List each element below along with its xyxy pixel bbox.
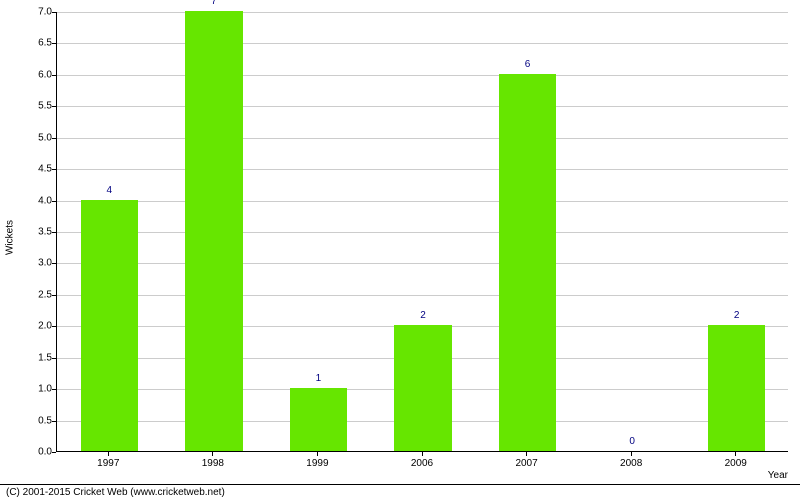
- y-tick-mark: [52, 263, 56, 264]
- bar-value-label: 7: [211, 0, 217, 7]
- bar: [81, 200, 139, 451]
- gridline: [57, 295, 788, 296]
- x-tick-label: 1997: [97, 458, 119, 469]
- y-tick-label: 2.0: [32, 321, 52, 332]
- y-tick-mark: [52, 12, 56, 13]
- gridline: [57, 263, 788, 264]
- y-tick-mark: [52, 106, 56, 107]
- x-tick-label: 2007: [515, 458, 537, 469]
- gridline: [57, 138, 788, 139]
- gridline: [57, 75, 788, 76]
- y-tick-mark: [52, 201, 56, 202]
- gridline: [57, 12, 788, 13]
- bar-value-label: 1: [316, 373, 322, 384]
- y-tick-label: 4.5: [32, 164, 52, 175]
- x-tick-label: 2008: [620, 458, 642, 469]
- x-tick-label: 2009: [725, 458, 747, 469]
- gridline: [57, 43, 788, 44]
- y-axis-label: Wickets: [5, 220, 16, 255]
- bar: [708, 325, 766, 451]
- plot-area: 4712602: [56, 12, 788, 452]
- x-tick-mark: [735, 452, 736, 456]
- x-tick-label: 1998: [202, 458, 224, 469]
- y-tick-mark: [52, 452, 56, 453]
- footer-divider: [0, 484, 800, 485]
- x-tick-label: 2006: [411, 458, 433, 469]
- bar: [185, 11, 243, 451]
- y-tick-label: 0.5: [32, 415, 52, 426]
- y-tick-mark: [52, 43, 56, 44]
- x-tick-mark: [108, 452, 109, 456]
- gridline: [57, 169, 788, 170]
- bar: [394, 325, 452, 451]
- bar-value-label: 0: [629, 436, 635, 447]
- x-axis-label: Year: [768, 470, 788, 481]
- y-tick-label: 4.0: [32, 195, 52, 206]
- x-tick-mark: [526, 452, 527, 456]
- y-tick-label: 2.5: [32, 289, 52, 300]
- x-tick-mark: [212, 452, 213, 456]
- y-tick-label: 6.5: [32, 38, 52, 49]
- gridline: [57, 106, 788, 107]
- y-tick-label: 5.5: [32, 101, 52, 112]
- y-tick-label: 3.5: [32, 227, 52, 238]
- y-tick-mark: [52, 138, 56, 139]
- y-tick-label: 5.0: [32, 132, 52, 143]
- y-tick-label: 1.0: [32, 384, 52, 395]
- y-tick-mark: [52, 75, 56, 76]
- x-tick-mark: [422, 452, 423, 456]
- bar-value-label: 2: [734, 310, 740, 321]
- gridline: [57, 201, 788, 202]
- bar: [290, 388, 348, 451]
- y-tick-label: 0.0: [32, 447, 52, 458]
- y-tick-label: 3.0: [32, 258, 52, 269]
- y-tick-mark: [52, 295, 56, 296]
- y-tick-label: 7.0: [32, 7, 52, 18]
- footer-text: (C) 2001-2015 Cricket Web (www.cricketwe…: [6, 487, 225, 498]
- y-tick-mark: [52, 232, 56, 233]
- chart-container: 4712602 0.00.51.01.52.02.53.03.54.04.55.…: [0, 0, 800, 500]
- bar: [499, 74, 557, 451]
- y-tick-mark: [52, 326, 56, 327]
- x-tick-mark: [631, 452, 632, 456]
- bar-value-label: 4: [107, 185, 113, 196]
- x-tick-mark: [317, 452, 318, 456]
- y-tick-mark: [52, 169, 56, 170]
- gridline: [57, 232, 788, 233]
- y-tick-mark: [52, 421, 56, 422]
- y-tick-label: 1.5: [32, 352, 52, 363]
- bar-value-label: 2: [420, 310, 426, 321]
- bar-value-label: 6: [525, 59, 531, 70]
- x-tick-label: 1999: [306, 458, 328, 469]
- y-tick-mark: [52, 389, 56, 390]
- y-tick-mark: [52, 358, 56, 359]
- y-tick-label: 6.0: [32, 69, 52, 80]
